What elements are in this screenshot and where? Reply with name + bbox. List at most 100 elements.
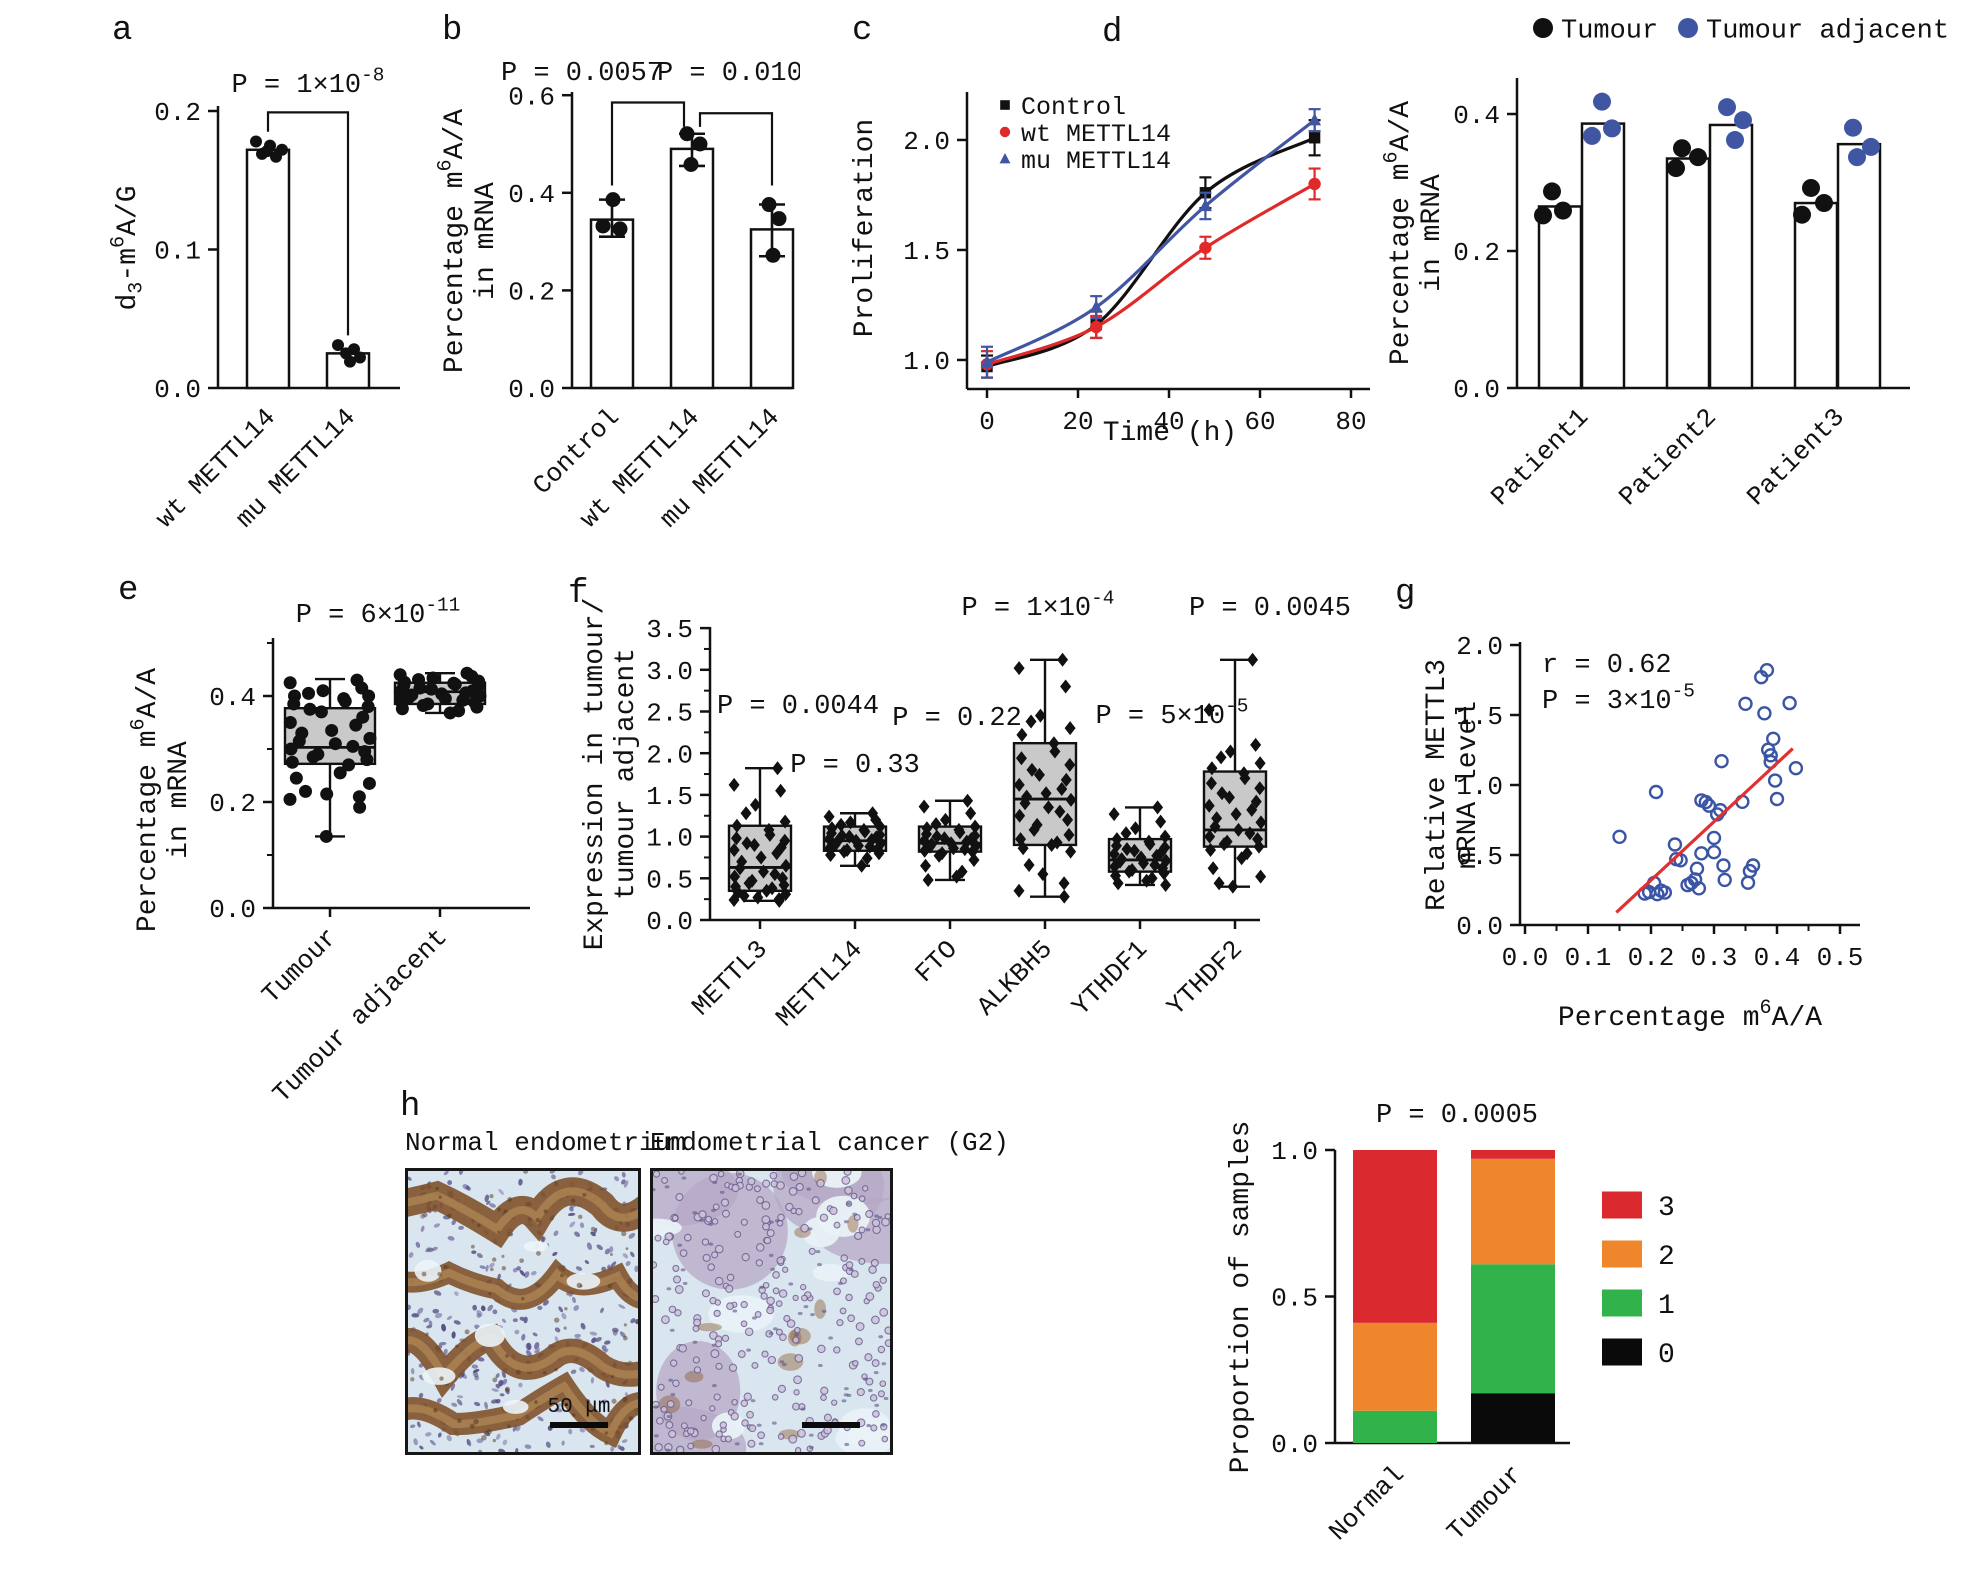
svg-text:0.2: 0.2	[154, 98, 201, 128]
svg-text:0.3: 0.3	[1691, 943, 1738, 973]
y-axis-label: Proportion of samples	[1226, 1121, 1257, 1474]
y-axis-label: d3-m6A/G	[107, 185, 148, 310]
series-mu-METTL14	[980, 108, 1322, 379]
significance-brackets	[610, 101, 774, 186]
scale-bar	[802, 1422, 860, 1428]
y-axis: 0.0 0.2 0.4	[209, 638, 530, 925]
y-axis: 1.0 1.5 2.0	[903, 92, 1370, 391]
tissue-texture	[408, 1171, 638, 1452]
y-axis-label: Proliferation	[850, 119, 881, 337]
svg-text:1.5: 1.5	[903, 237, 950, 267]
svg-text:0.4: 0.4	[508, 180, 555, 210]
svg-text:Percentage m6A/A: Percentage m6A/A	[1558, 997, 1822, 1034]
annotations: r = 0.62P = 3×10-5	[1542, 651, 1695, 717]
svg-text:P = 0.0005: P = 0.0005	[1376, 1101, 1538, 1131]
svg-text:Relative METTL3: Relative METTL3	[1422, 659, 1453, 911]
y-axis-label: Expression in tumour/tumour adjacent	[580, 598, 642, 951]
p-value-labels: P = 0.0044 P = 0.33 P = 0.22 P = 1×10-4 P = …	[717, 588, 1351, 781]
bars	[589, 126, 795, 390]
svg-text:0.4: 0.4	[209, 683, 256, 713]
svg-text:Tumour: Tumour	[256, 922, 343, 1009]
stacked-bar-Normal	[1353, 1150, 1437, 1443]
svg-text:0.0: 0.0	[1271, 1430, 1318, 1460]
panel-d-letter: d	[1102, 14, 1123, 52]
svg-text:Control: Control	[1021, 93, 1126, 122]
svg-text:P = 1×10-8: P = 1×10-8	[232, 65, 385, 101]
box-ALKBH5	[1012, 652, 1078, 904]
svg-text:FTO: FTO	[909, 934, 963, 988]
svg-text:in mRNA: in mRNA	[471, 182, 502, 300]
x-axis: 0.0 0.1 0.2 0.3 0.4 0.5	[1502, 925, 1863, 973]
y-axis-label: Percentage m6A/Ain mRNA	[127, 668, 195, 932]
bars	[1534, 92, 1882, 390]
bars	[245, 135, 371, 390]
significance-brackets	[266, 111, 350, 336]
histology-cancer-title: Endometrial cancer (G2)	[650, 1128, 1009, 1158]
histology-cancer-image	[650, 1168, 893, 1455]
svg-text:P = 0.0105: P = 0.0105	[657, 59, 800, 89]
y-axis: 0.0 0.5 1.0 1.5 2.0	[1456, 632, 1860, 942]
histology-cancer-svg	[653, 1171, 890, 1452]
svg-text:YTHDF1: YTHDF1	[1066, 934, 1153, 1021]
svg-text:60: 60	[1244, 407, 1275, 437]
svg-text:2.5: 2.5	[646, 699, 693, 729]
svg-text:20: 20	[1062, 407, 1093, 437]
p-value-labels: P = 0.0005	[1376, 1101, 1538, 1131]
svg-text:P = 0.33: P = 0.33	[790, 751, 920, 781]
stacked-bar-Tumour	[1471, 1150, 1555, 1443]
panel-g-letter: g	[1395, 575, 1416, 613]
svg-text:1.0: 1.0	[1271, 1137, 1318, 1167]
box-Tumour	[283, 673, 377, 843]
svg-text:0: 0	[1658, 1340, 1675, 1371]
svg-text:Proportion of samples: Proportion of samples	[1226, 1121, 1257, 1474]
scale-bar: 50 μm	[547, 1396, 611, 1428]
svg-text:3: 3	[1658, 1193, 1675, 1224]
panel-c-letter: c	[852, 12, 873, 50]
svg-text:P = 3×10-5: P = 3×10-5	[1542, 681, 1695, 717]
y-axis-label: Percentage m6A/Ain mRNA	[1380, 101, 1448, 365]
svg-text:mRNA level: mRNA level	[1453, 701, 1484, 869]
svg-text:0.2: 0.2	[209, 789, 256, 819]
histology-normal-image: 50 μm	[405, 1168, 641, 1455]
svg-text:0.0: 0.0	[209, 895, 256, 925]
svg-text:0.0: 0.0	[646, 907, 693, 937]
svg-text:0: 0	[979, 407, 995, 437]
legend: 3 2 1 0	[1602, 1191, 1675, 1371]
panel-a-letter: a	[112, 12, 133, 50]
panel-a-chart: 0.0 0.1 0.2 d3-m6A/G P = 1×10-8 wt METTL14mu …	[107, 65, 400, 534]
svg-text:P = 0.0057: P = 0.0057	[501, 59, 663, 89]
svg-text:40: 40	[1153, 407, 1184, 437]
y-axis: 0.0 0.2 0.4 0.6	[508, 82, 792, 405]
box-FTO	[917, 793, 983, 887]
svg-text:3.5: 3.5	[646, 615, 693, 645]
svg-text:0.6: 0.6	[508, 82, 555, 112]
svg-text:1.0: 1.0	[903, 347, 950, 377]
svg-text:3.0: 3.0	[646, 657, 693, 687]
box-METTL14	[822, 806, 888, 873]
svg-text:ALKBH5: ALKBH5	[971, 934, 1058, 1021]
svg-text:in mRNA: in mRNA	[164, 741, 195, 859]
svg-text:0.0: 0.0	[1502, 943, 1549, 973]
svg-text:0.5: 0.5	[1456, 842, 1503, 872]
svg-text:Time (h): Time (h)	[1103, 418, 1237, 449]
svg-text:1.0: 1.0	[1456, 772, 1503, 802]
svg-text:1.5: 1.5	[1456, 702, 1503, 732]
svg-text:0.4: 0.4	[1754, 943, 1801, 973]
p-value-labels: P = 1×10-8	[232, 65, 385, 101]
legend: Tumour Tumour adjacent	[1533, 16, 1949, 46]
panel-f-letter: f	[568, 575, 589, 613]
panel-b-letter: b	[442, 12, 463, 50]
svg-text:0.5: 0.5	[1271, 1284, 1318, 1314]
svg-text:d3-m6A/G: d3-m6A/G	[107, 185, 148, 310]
svg-text:0.0: 0.0	[154, 375, 201, 405]
y-axis: 0.0 0.1 0.2	[154, 98, 400, 405]
fit-line	[1615, 747, 1794, 914]
panel-e-letter: e	[118, 572, 139, 610]
panel-e-chart: 0.0 0.2 0.4 Percentage m6A/Ain mRNA P = 6×10…	[127, 595, 530, 1109]
